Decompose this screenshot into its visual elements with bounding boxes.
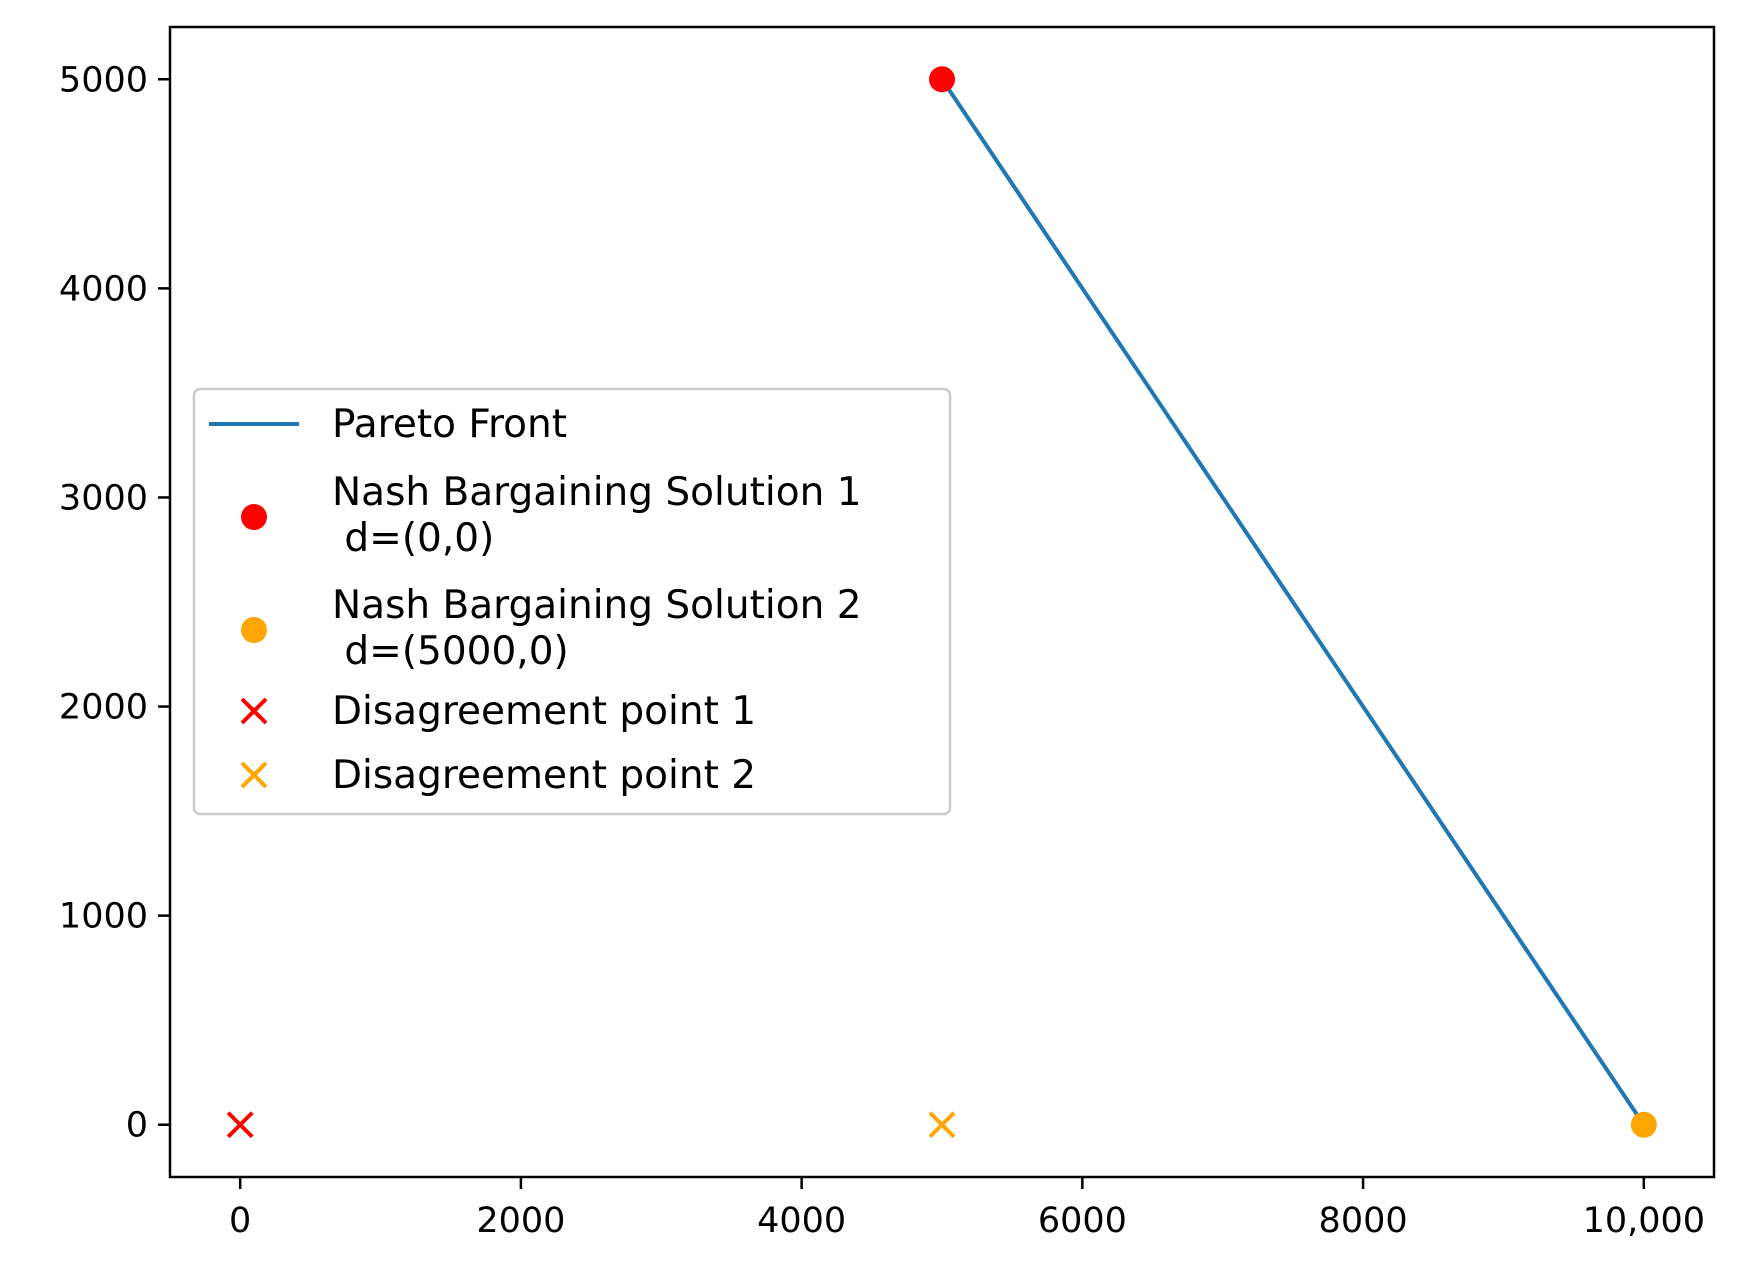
legend-handle-dot bbox=[241, 504, 267, 530]
y-tick-label: 0 bbox=[126, 1106, 148, 1146]
x-tick-label: 8000 bbox=[1319, 1201, 1408, 1241]
cross-stroke bbox=[226, 1111, 254, 1139]
legend-label: Nash Bargaining Solution 2 d=(5000,0) bbox=[332, 583, 862, 674]
disagreement-point-3 bbox=[226, 1111, 254, 1139]
y-tick-label: 1000 bbox=[59, 897, 148, 937]
legend-handle-cross bbox=[240, 761, 268, 789]
y-axis: 0 1000 2000 3000 4000 5000 bbox=[59, 60, 170, 1146]
cross-stroke bbox=[928, 1111, 956, 1139]
x-tick-label: 10,000 bbox=[1583, 1201, 1705, 1241]
x-tick-label: 2000 bbox=[476, 1201, 565, 1241]
nash-solution-point-2 bbox=[1630, 1111, 1657, 1138]
cross-stroke bbox=[240, 697, 268, 725]
legend-label: Disagreement point 1 bbox=[332, 689, 756, 734]
x-tick-label: 4000 bbox=[757, 1201, 846, 1241]
legend-handle-cross bbox=[240, 697, 268, 725]
legend-label: Pareto Front bbox=[332, 402, 567, 447]
y-tick-label: 5000 bbox=[59, 60, 148, 100]
plot-area bbox=[226, 66, 1657, 1139]
x-tick-label: 6000 bbox=[1038, 1201, 1127, 1241]
x-tick-label: 0 bbox=[229, 1201, 251, 1241]
legend-label: Nash Bargaining Solution 1 d=(0,0) bbox=[332, 470, 862, 561]
cross-stroke bbox=[240, 761, 268, 789]
legend: Pareto Front Nash Bargaining Solution 1 d… bbox=[192, 387, 952, 816]
plot-frame bbox=[168, 25, 1716, 1179]
x-axis: 0 2000 4000 6000 8000 10,000 bbox=[229, 1177, 1705, 1241]
y-tick-label: 2000 bbox=[59, 688, 148, 728]
legend-handle-dot bbox=[241, 617, 267, 643]
y-tick-label: 4000 bbox=[59, 269, 148, 309]
y-tick-label: 3000 bbox=[59, 478, 148, 518]
legend-box bbox=[192, 387, 952, 816]
pareto-front-line bbox=[940, 78, 1646, 1126]
legend-label: Disagreement point 2 bbox=[332, 753, 756, 798]
nash-solution-point-1 bbox=[929, 66, 955, 93]
disagreement-point-4 bbox=[928, 1111, 956, 1139]
